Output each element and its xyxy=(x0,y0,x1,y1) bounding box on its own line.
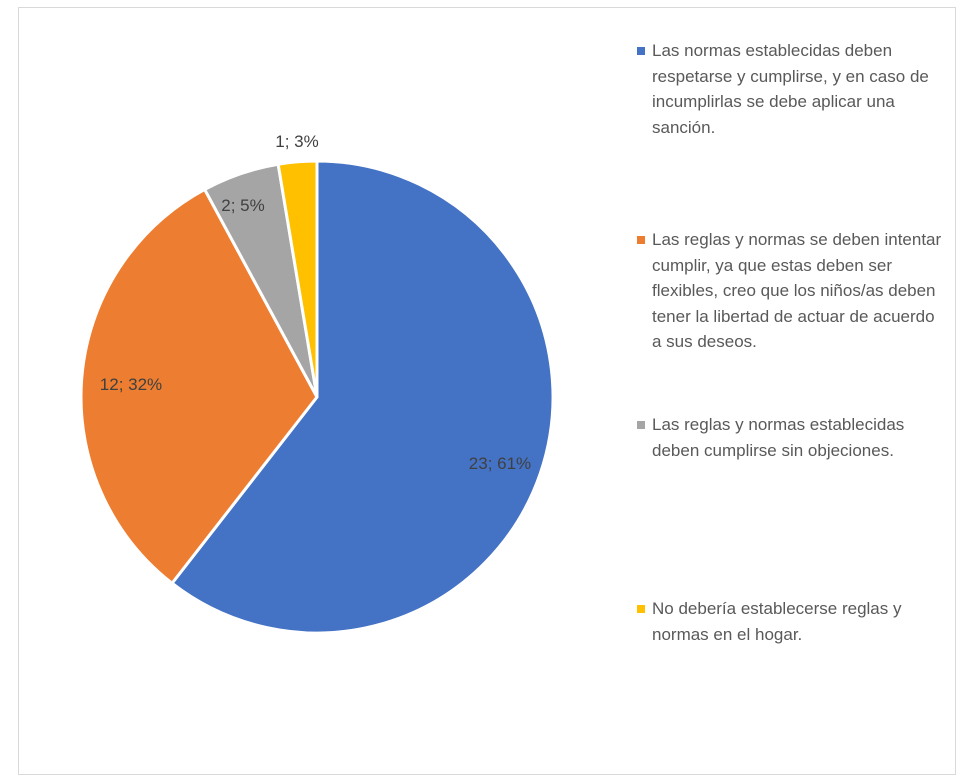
legend-swatch-flexibles xyxy=(637,236,645,244)
data-label-no-reglas: 1; 3% xyxy=(275,132,318,151)
legend-swatch-sin-objeciones xyxy=(637,421,645,429)
legend-label-sancion: Las normas establecidas deben respetarse… xyxy=(652,41,929,137)
legend-item-flexibles[interactable]: Las reglas y normas se deben intentar cu… xyxy=(637,227,947,355)
data-label-flexibles: 12; 32% xyxy=(100,375,162,394)
pie-slices xyxy=(79,159,555,635)
data-labels: 23; 61% 12; 32% 2; 5% 1; 3% xyxy=(100,132,531,473)
legend: Las normas establecidas deben respetarse… xyxy=(637,0,947,782)
legend-label-flexibles: Las reglas y normas se deben intentar cu… xyxy=(652,230,942,351)
legend-item-sancion[interactable]: Las normas establecidas deben respetarse… xyxy=(637,38,947,140)
data-label-sancion: 23; 61% xyxy=(469,454,531,473)
pie-slice-sancion[interactable] xyxy=(170,159,555,635)
legend-item-no-reglas[interactable]: No debería establecerse reglas y normas … xyxy=(637,596,947,647)
pie-slice-no-reglas[interactable] xyxy=(276,159,319,399)
legend-label-sin-objeciones: Las reglas y normas establecidas deben c… xyxy=(652,415,905,460)
data-label-sin-objeciones: 2; 5% xyxy=(221,196,264,215)
legend-label-no-reglas: No debería establecerse reglas y normas … xyxy=(652,599,902,644)
pie-slice-flexibles[interactable] xyxy=(79,187,319,585)
legend-swatch-no-reglas xyxy=(637,605,645,613)
legend-swatch-sancion xyxy=(637,47,645,55)
legend-item-sin-objeciones[interactable]: Las reglas y normas establecidas deben c… xyxy=(637,412,947,463)
